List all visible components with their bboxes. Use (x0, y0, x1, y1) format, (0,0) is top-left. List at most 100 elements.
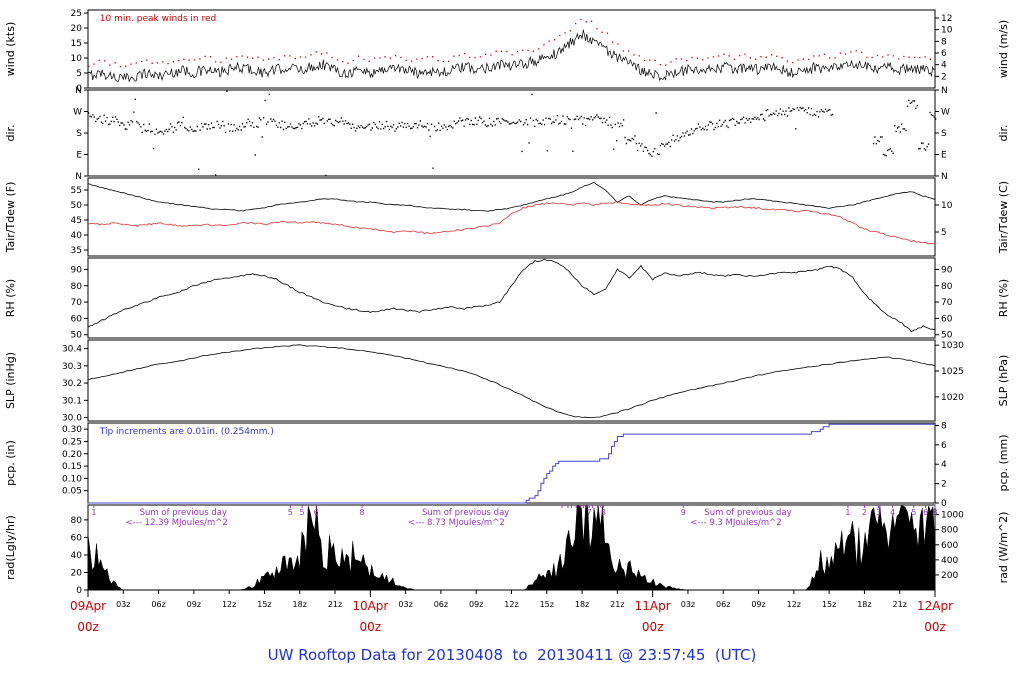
right-tick-temp: 10 (941, 201, 953, 211)
left-tick-pcp: 0.20 (62, 450, 82, 460)
hour-label: 12z (504, 600, 518, 609)
left-tick-wind: 10 (71, 54, 83, 64)
hour-label: 09z (751, 600, 765, 609)
hour-label: 06z (434, 600, 448, 609)
rad-top-mark: 5 (288, 508, 293, 517)
day-label: 11Apr (635, 599, 671, 613)
left-tick-wind: 25 (71, 9, 82, 19)
rad-top-mark: 2 (862, 508, 867, 517)
right-tick-temp: 5 (941, 228, 947, 238)
axis-title-left-rh: RH (%) (4, 279, 17, 317)
wind-annotation: 10 min. peak winds in red (100, 14, 217, 24)
series-sea-level-pressure (87, 344, 936, 419)
chart-title: UW Rooftop Data for 20130408 to 20130411… (267, 646, 757, 664)
left-tick-dir: N (75, 172, 82, 182)
hour-label: 21z (610, 600, 624, 609)
hour-label: 21z (328, 600, 342, 609)
axis-title-right-wind: wind (m/s) (997, 20, 1010, 78)
hour-label: 15z (540, 600, 554, 609)
right-tick-rad: 600 (941, 541, 958, 551)
series-wind-peak-dots (88, 18, 931, 68)
right-tick-dir: W (941, 108, 950, 118)
right-tick-wind: 2 (941, 72, 947, 82)
left-tick-rad: 0 (76, 586, 82, 596)
right-tick-wind: 12 (941, 14, 952, 24)
axis-title-left-rad: rad(Lgly/hr) (4, 515, 17, 580)
day-label: 10Apr (352, 599, 388, 613)
rad-sum-label: Sum of previous day (704, 508, 791, 518)
left-tick-pcp: 0.05 (62, 487, 82, 497)
left-tick-dir: N (75, 86, 82, 96)
axis-title-left-wind: wind (kts) (4, 22, 17, 77)
right-tick-rad: 200 (941, 571, 958, 581)
right-tick-rh: 80 (941, 282, 953, 292)
axis-title-right-rad: rad (W/m^2) (997, 512, 1010, 584)
right-tick-dir: N (941, 86, 948, 96)
left-tick-rad: 60 (71, 533, 83, 543)
hour-label: 03z (398, 600, 412, 609)
left-tick-temp: 55 (71, 186, 82, 196)
right-tick-pcp: 6 (941, 441, 947, 451)
axis-title-right-pcp: pcp. (mm) (997, 434, 1010, 491)
day-sublabel: 00z (924, 620, 946, 634)
right-tick-wind: 6 (941, 49, 947, 59)
axis-title-left-pcp: pcp. (in) (4, 440, 17, 486)
hour-label: 18z (575, 600, 589, 609)
panel-pcp: 0.30 0.25 0.20 0.15 0.10 0.05 8 6 4 2 0 pcp. (in) pc… (4, 421, 1010, 509)
rad-top-mark: 3 (876, 508, 881, 517)
hour-label: 09z (187, 600, 201, 609)
hour-label: 06z (151, 600, 165, 609)
rad-sum-value: <--- 12.39 MJoules/m^2 (126, 518, 228, 528)
left-tick-temp: 40 (71, 231, 83, 241)
left-tick-slp: 30.4 (62, 345, 82, 355)
hour-label: 15z (257, 600, 271, 609)
panel-border-rh (87, 257, 936, 339)
left-tick-rh: 60 (71, 314, 83, 324)
rad-top-mark: 5 (300, 508, 305, 517)
panel-border-dir (87, 89, 936, 177)
right-tick-wind: 10 (941, 26, 953, 36)
hour-label: 21z (893, 600, 907, 609)
axis-title-right-temp: Tair/Tdew (C) (997, 181, 1010, 254)
hour-label: 12z (222, 600, 236, 609)
left-tick-wind: 5 (76, 69, 82, 79)
left-tick-temp: 50 (71, 201, 83, 211)
left-tick-pcp: 0.10 (62, 474, 82, 484)
hour-label: 15z (822, 600, 836, 609)
axis-title-left-slp: SLP (inHg) (4, 352, 17, 409)
right-tick-rh: 70 (941, 298, 953, 308)
right-tick-slp: 1030 (941, 341, 964, 351)
hour-label: 03z (116, 600, 130, 609)
series-wind-direction-scatter (88, 90, 937, 177)
left-tick-slp: 30.0 (62, 414, 82, 424)
x-axis: 09Apr 00z 10Apr 00z 11Apr 00z 12Apr 00z 03z 06z 09… (70, 590, 953, 634)
right-tick-dir: S (941, 129, 947, 139)
day-label: 09Apr (70, 599, 106, 613)
day-sublabel: 00z (77, 620, 99, 634)
left-tick-slp: 30.3 (62, 362, 82, 372)
series-precip-accum (88, 423, 935, 504)
axis-title-left-temp: Tair/Tdew (F) (4, 182, 17, 254)
series-relative-humidity (87, 258, 936, 333)
rad-top-mark: 1 (845, 508, 850, 517)
hour-label: 03z (681, 600, 695, 609)
left-tick-rad: 40 (71, 551, 83, 561)
rad-sum-label: Sum of previous day (422, 508, 509, 518)
series-tair (87, 181, 936, 212)
right-tick-pcp: 8 (941, 421, 947, 431)
series-wind-mean (87, 29, 936, 83)
rad-top-mark: 1 (91, 508, 96, 517)
rad-top-mark: 6 (923, 508, 928, 517)
left-tick-rh: 50 (71, 331, 83, 341)
left-tick-rh: 70 (71, 298, 83, 308)
panel-border-slp (87, 339, 936, 422)
left-tick-wind: 20 (71, 24, 83, 34)
day-sublabel: 00z (360, 620, 382, 634)
rad-top-mark: 9 (681, 508, 686, 517)
series-solar-radiation (87, 504, 936, 591)
rad-top-mark: 8 (360, 508, 365, 517)
panel-temp: 55 50 45 40 35 10 5 Tair/Tdew (F) Tair/Tdew (C) (4, 177, 1010, 257)
